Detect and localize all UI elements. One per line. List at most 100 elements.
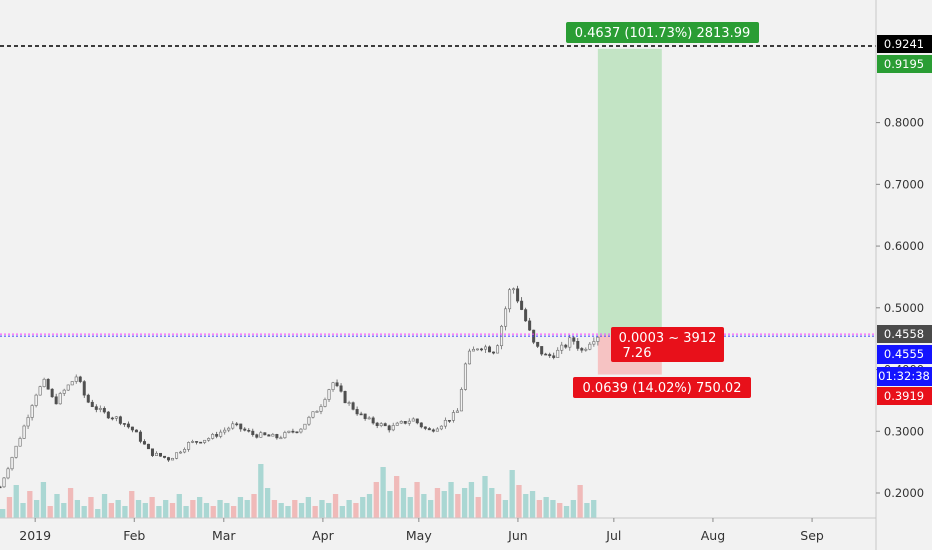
candle-body <box>154 452 158 456</box>
candle-body <box>22 425 26 439</box>
stop-label-text: 0.0639 (14.02%) 750.02 <box>583 381 742 396</box>
stop-label[interactable]: 0.0639 (14.02%) 750.02 <box>573 377 751 398</box>
candle-body <box>138 431 142 442</box>
volume-bar <box>224 503 230 518</box>
profit-label-text: 0.4637 (101.73%) 2813.99 <box>575 26 751 41</box>
profit-label[interactable]: 0.4637 (101.73%) 2813.99 <box>566 22 759 43</box>
volume-bar <box>461 488 468 518</box>
candle-body <box>86 394 90 403</box>
stop-price-value: 0.3919 <box>884 389 924 403</box>
volume-bar <box>502 500 509 518</box>
volume-bar <box>176 494 182 518</box>
candle-body <box>383 423 387 427</box>
candle-body <box>195 441 199 443</box>
candle-body <box>283 432 287 439</box>
x-tick-label: Mar <box>212 528 236 543</box>
entry-price-badge: 0.4555 <box>877 345 932 364</box>
target-line-value: 0.9241 <box>884 37 924 51</box>
candle-body <box>70 381 74 386</box>
volume-bar <box>421 494 427 518</box>
entry-label-box <box>611 327 724 362</box>
candle-body <box>146 443 150 450</box>
x-tick-label: May <box>406 528 432 543</box>
candle-body <box>311 411 315 418</box>
volume-bar <box>163 500 169 518</box>
volume-bar <box>190 500 196 518</box>
volume-bar <box>149 497 155 518</box>
profit-label-box <box>566 22 759 43</box>
volume-bar <box>584 503 590 518</box>
candle-body <box>504 308 508 327</box>
candle-body <box>508 289 512 310</box>
x-tick-label: Apr <box>312 528 334 543</box>
volume-bar <box>217 500 223 518</box>
volume-bar <box>135 500 142 518</box>
target-price-badge: 0.9195 <box>877 55 932 73</box>
candle-body <box>319 406 323 412</box>
candle-body <box>343 391 347 404</box>
volume-bar <box>40 482 47 518</box>
entry-label-line2: 7.26 <box>623 346 652 361</box>
candle-body <box>98 408 102 410</box>
volume-bar <box>88 497 94 518</box>
candle-body <box>255 434 259 438</box>
candle-body <box>158 452 162 457</box>
candle-body <box>126 423 130 428</box>
volume-bar <box>244 500 250 518</box>
volume-bar <box>74 500 81 518</box>
candle-body <box>130 426 134 431</box>
volume-bar <box>455 494 461 518</box>
candle-body <box>548 354 552 357</box>
candle-body <box>375 422 379 426</box>
candle-body <box>351 402 355 410</box>
candle-body <box>391 425 395 431</box>
volume-bar <box>183 506 189 518</box>
volume-bar <box>292 500 298 518</box>
candle-body <box>471 348 475 352</box>
volume-bar <box>61 503 67 518</box>
candle-body <box>327 389 331 400</box>
candle-body <box>187 442 191 450</box>
volume-bar <box>47 506 53 518</box>
time-axis[interactable]: 2019 Feb Mar Apr May Jun Jul Aug Sep <box>19 518 824 543</box>
volume-bar <box>332 494 339 518</box>
volume-bar <box>81 506 87 518</box>
candle-body <box>30 405 34 418</box>
candle-body <box>488 346 492 353</box>
candle-body <box>331 382 335 390</box>
y-tick-label: 0.5000 <box>884 301 924 315</box>
volume-bar <box>237 497 244 518</box>
volume-bar <box>67 488 74 518</box>
x-tick-label: 2019 <box>19 528 51 543</box>
candle-body <box>580 348 584 351</box>
y-tick-label: 0.3000 <box>884 424 924 438</box>
candle-body <box>14 445 18 458</box>
candle-body <box>339 385 343 392</box>
volume-bar <box>387 491 393 518</box>
candle-body <box>66 384 70 391</box>
candle-body <box>110 417 114 420</box>
current-price-badge: 0.4558 <box>877 325 932 343</box>
candle-body <box>467 350 471 365</box>
candle-body <box>415 418 419 424</box>
x-tick-label: Jul <box>605 528 621 543</box>
candle-body <box>211 434 215 439</box>
candle-body <box>443 419 447 427</box>
volume-bar <box>122 506 128 518</box>
candle-body <box>227 427 231 431</box>
volume-bar <box>448 482 454 518</box>
candle-body <box>231 423 235 429</box>
volume-bar <box>570 500 576 518</box>
candle-body <box>239 423 243 430</box>
candle-body <box>18 438 22 447</box>
candle-body <box>82 381 86 396</box>
volume-bar <box>529 491 536 518</box>
entry-label[interactable]: 0.0003 ~ 3912 7.26 <box>611 327 724 362</box>
candle-body <box>520 300 524 310</box>
candle-body <box>568 337 572 348</box>
volume-bar <box>394 476 400 518</box>
candle-body <box>492 351 496 354</box>
candle-body <box>584 348 588 351</box>
